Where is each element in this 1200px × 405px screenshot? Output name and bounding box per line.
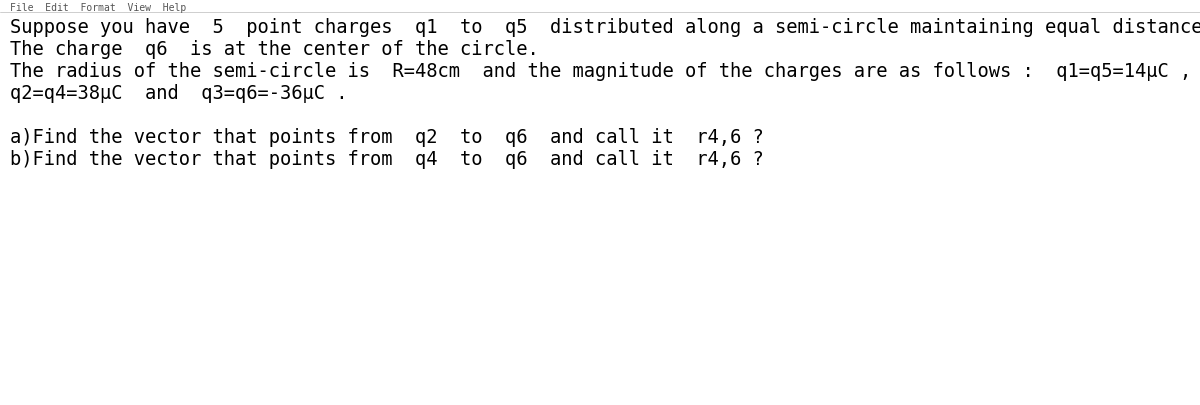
Text: Suppose you have  5  point charges  q1  to  q5  distributed along a semi-circle : Suppose you have 5 point charges q1 to q… [10, 18, 1200, 37]
Text: b)Find the vector that points from  q4  to  q6  and call it  r4,6 ?: b)Find the vector that points from q4 to… [10, 149, 763, 168]
Text: File  Edit  Format  View  Help: File Edit Format View Help [10, 3, 186, 13]
Text: The charge  q6  is at the center of the circle.: The charge q6 is at the center of the ci… [10, 40, 539, 59]
Text: The radius of the semi-circle is  R=48cm  and the magnitude of the charges are a: The radius of the semi-circle is R=48cm … [10, 62, 1190, 81]
Text: a)Find the vector that points from  q2  to  q6  and call it  r4,6 ?: a)Find the vector that points from q2 to… [10, 128, 763, 147]
Text: q2=q4=38μC  and  q3=q6=-36μC .: q2=q4=38μC and q3=q6=-36μC . [10, 84, 347, 103]
